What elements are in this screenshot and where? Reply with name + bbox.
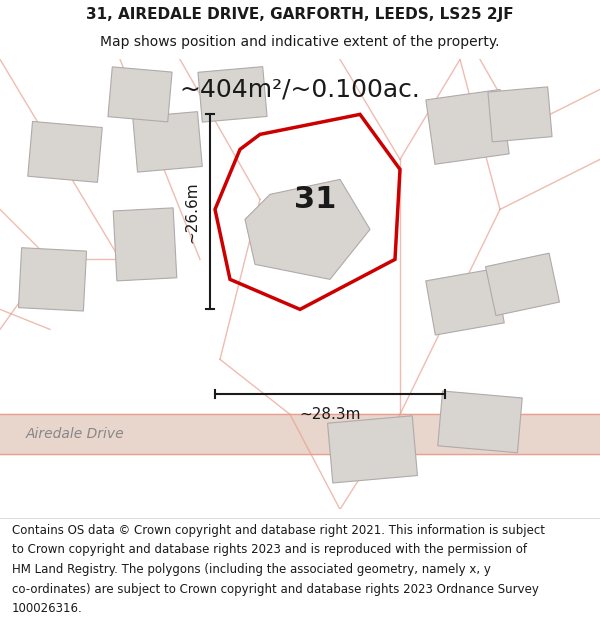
Text: Airedale Drive: Airedale Drive <box>26 428 124 441</box>
Text: Contains OS data © Crown copyright and database right 2021. This information is : Contains OS data © Crown copyright and d… <box>12 524 545 537</box>
Polygon shape <box>0 414 600 454</box>
Polygon shape <box>19 248 86 311</box>
Text: Map shows position and indicative extent of the property.: Map shows position and indicative extent… <box>100 35 500 49</box>
Polygon shape <box>133 112 202 172</box>
Polygon shape <box>426 89 509 164</box>
Polygon shape <box>113 208 177 281</box>
Text: ~26.6m: ~26.6m <box>185 181 199 243</box>
Text: 31: 31 <box>294 185 336 214</box>
Polygon shape <box>108 67 172 122</box>
Text: ~404m²/~0.100ac.: ~404m²/~0.100ac. <box>179 78 421 101</box>
Text: to Crown copyright and database rights 2023 and is reproduced with the permissio: to Crown copyright and database rights 2… <box>12 543 527 556</box>
Text: 100026316.: 100026316. <box>12 602 83 616</box>
Polygon shape <box>485 253 559 316</box>
Text: ~28.3m: ~28.3m <box>299 407 361 422</box>
Polygon shape <box>328 416 418 483</box>
Polygon shape <box>245 179 370 279</box>
Polygon shape <box>426 269 504 335</box>
Polygon shape <box>488 87 552 142</box>
Text: 31, AIREDALE DRIVE, GARFORTH, LEEDS, LS25 2JF: 31, AIREDALE DRIVE, GARFORTH, LEEDS, LS2… <box>86 6 514 21</box>
Polygon shape <box>198 67 267 122</box>
Polygon shape <box>28 121 102 182</box>
Text: co-ordinates) are subject to Crown copyright and database rights 2023 Ordnance S: co-ordinates) are subject to Crown copyr… <box>12 582 539 596</box>
Polygon shape <box>438 391 522 452</box>
Text: HM Land Registry. The polygons (including the associated geometry, namely x, y: HM Land Registry. The polygons (includin… <box>12 563 491 576</box>
